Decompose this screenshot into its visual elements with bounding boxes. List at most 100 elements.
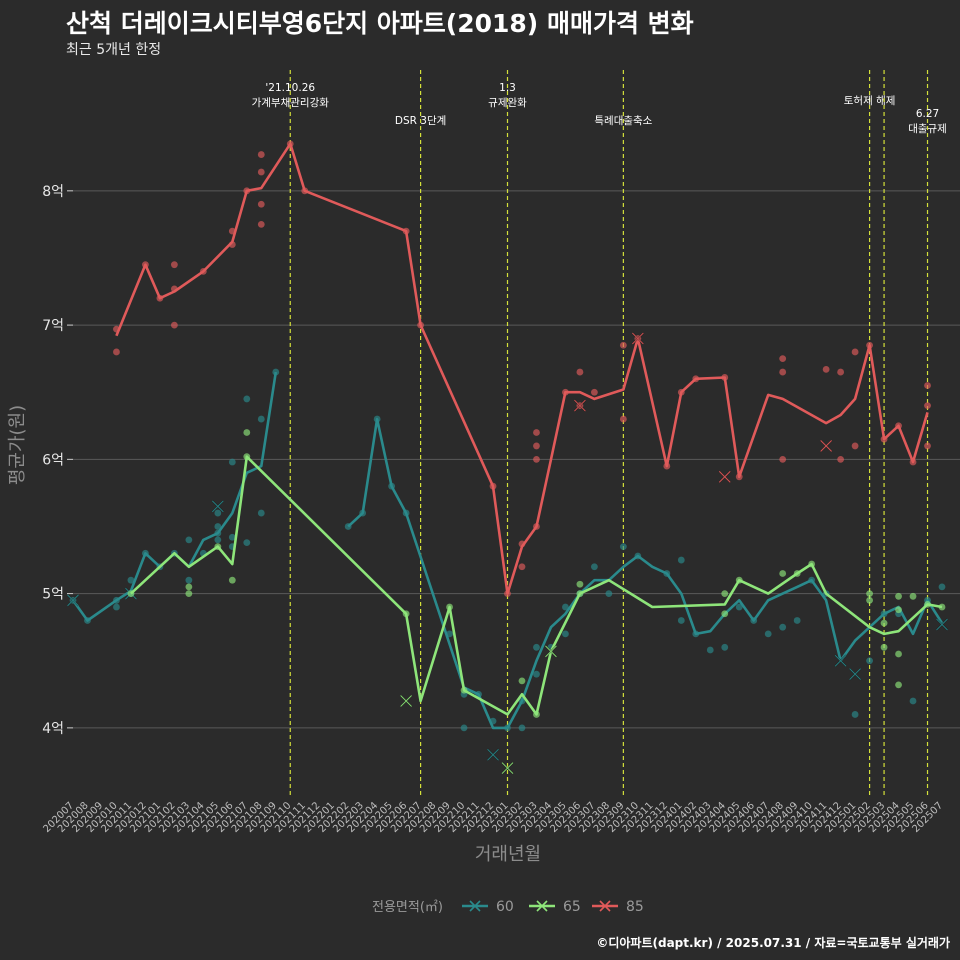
data-point: [214, 536, 222, 544]
data-point: [243, 429, 251, 436]
data-point: [619, 415, 627, 423]
data-point: [518, 563, 526, 571]
data-point: [764, 630, 772, 638]
data-point: [533, 643, 540, 651]
series-85: [113, 140, 931, 598]
data-point: [562, 603, 569, 611]
data-point: [243, 395, 251, 403]
data-point: [619, 341, 627, 349]
data-point: [228, 533, 236, 541]
event-label: '21.10.26: [265, 82, 315, 94]
data-point: [170, 321, 178, 329]
legend-label: 85: [626, 899, 644, 915]
data-point: [924, 402, 931, 410]
data-point: [779, 570, 787, 577]
legend-cross-icon: [599, 900, 611, 912]
cross-marker: [936, 618, 948, 631]
event-label: 특례대출축소: [594, 115, 652, 127]
series-60: [66, 368, 949, 761]
data-point: [779, 355, 787, 363]
series-line: [130, 455, 943, 716]
data-point: [113, 603, 120, 611]
data-point: [518, 677, 526, 685]
data-point: [257, 220, 265, 228]
plot-area: [66, 140, 949, 775]
data-point: [779, 368, 787, 376]
data-point: [185, 583, 193, 591]
series-65: [127, 429, 946, 775]
data-point: [677, 617, 685, 624]
y-tick-label: 5억: [42, 587, 64, 603]
cross-marker: [501, 762, 514, 775]
legend-title: 전용면적(㎡): [372, 900, 443, 915]
data-point: [924, 382, 931, 389]
data-point: [113, 348, 120, 356]
y-tick-label: 4억: [42, 721, 64, 737]
data-point: [185, 536, 193, 544]
x-axis-ticks: 2020072020082020092020102020112020122021…: [42, 800, 946, 835]
data-point: [257, 151, 265, 158]
event-label: 대출규제: [908, 123, 947, 135]
data-point: [533, 442, 540, 450]
y-tick-label: 7억: [42, 318, 64, 334]
data-point: [533, 670, 540, 678]
x-axis-title: 거래년월: [475, 844, 541, 865]
data-point: [460, 724, 468, 732]
data-point: [170, 261, 178, 269]
data-point: [214, 509, 222, 517]
grid-lines: [73, 190, 960, 729]
legend: 전용면적(㎡) 60 65 85: [372, 899, 644, 915]
data-point: [880, 643, 888, 651]
data-point: [706, 646, 714, 654]
cross-marker: [834, 654, 847, 667]
data-point: [185, 590, 193, 598]
data-point: [257, 509, 265, 517]
data-point: [837, 455, 845, 463]
cross-marker: [67, 594, 79, 607]
cross-marker: [545, 645, 557, 658]
legend-label: 60: [496, 899, 514, 915]
cross-marker: [631, 332, 644, 345]
data-point: [866, 590, 873, 598]
event-label: 규제완화: [488, 96, 527, 109]
source-caption: ©디아파트(dapt.kr) / 2025.07.31 / 자료=국토교통부 실…: [596, 936, 950, 950]
data-point: [779, 623, 787, 631]
data-point: [721, 590, 729, 598]
data-point: [677, 556, 685, 564]
data-point: [822, 365, 830, 373]
legend-label: 65: [563, 899, 581, 915]
event-label: 가계부채관리강화: [252, 97, 330, 109]
cross-marker: [400, 695, 413, 707]
data-point: [938, 603, 946, 611]
data-point: [228, 576, 236, 584]
cross-marker: [849, 668, 861, 681]
data-point: [938, 583, 946, 591]
data-point: [533, 455, 540, 463]
data-point: [851, 442, 859, 450]
data-point: [127, 576, 135, 584]
series-line: [71, 371, 278, 622]
data-point: [562, 630, 569, 638]
data-point: [591, 563, 598, 571]
data-point: [895, 606, 902, 614]
cross-marker: [211, 500, 224, 513]
data-point: [735, 603, 743, 611]
event-label: 토허제 해제: [844, 94, 896, 107]
data-point: [257, 200, 265, 208]
data-point: [721, 610, 729, 618]
event-label: 6.27: [916, 108, 939, 120]
data-point: [605, 590, 613, 598]
data-point: [866, 657, 873, 665]
event-label: 1.3: [499, 82, 516, 94]
data-point: [533, 429, 540, 436]
data-point: [909, 697, 917, 705]
data-point: [272, 368, 280, 376]
legend-cross-icon: [536, 900, 548, 912]
cross-marker: [718, 470, 731, 483]
data-point: [866, 596, 873, 604]
data-point: [518, 724, 526, 732]
chart-subtitle: 최근 5개년 한정: [66, 42, 162, 58]
data-point: [895, 592, 902, 600]
